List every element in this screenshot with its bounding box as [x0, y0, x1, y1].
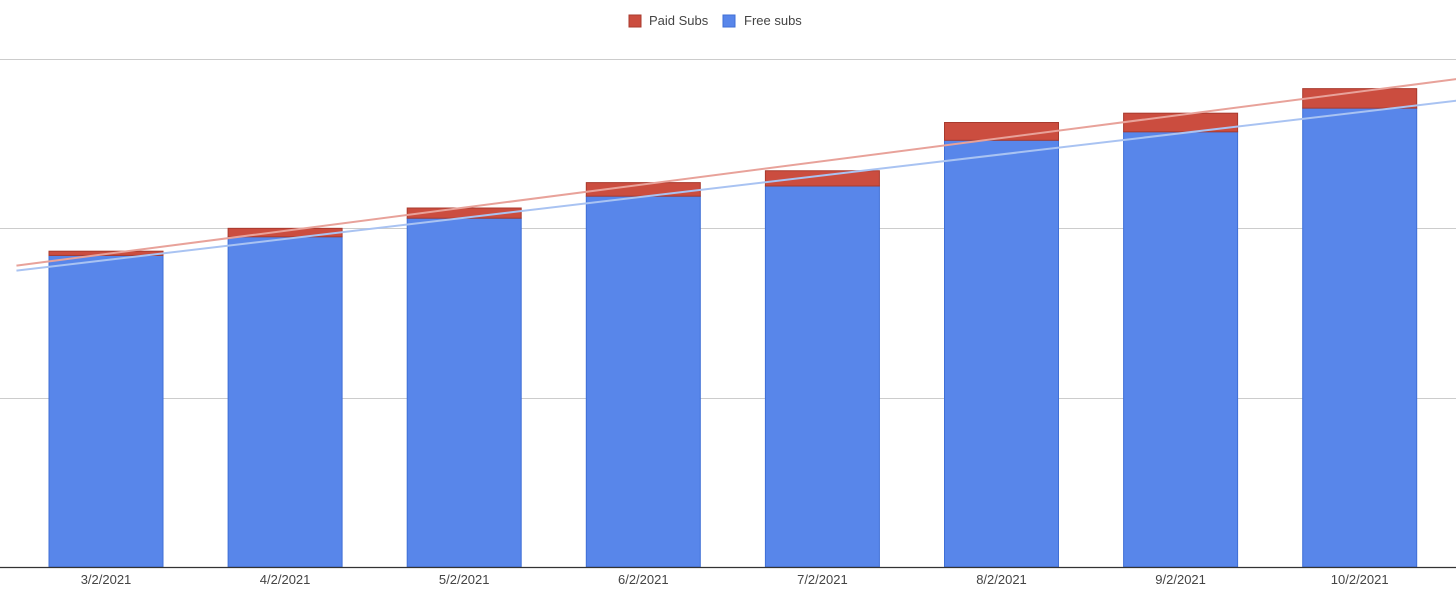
bar-free-subs: [1302, 107, 1418, 568]
legend-label-paid-subs: Paid Subs: [649, 13, 709, 28]
x-tick-label: 5/2/2021: [439, 572, 490, 587]
x-tick-label: 10/2/2021: [1331, 572, 1389, 587]
bar-free-subs: [227, 236, 343, 568]
x-tick-label: 6/2/2021: [618, 572, 669, 587]
x-tick-label: 4/2/2021: [260, 572, 311, 587]
trendline-paid-subs: [16, 78, 1456, 267]
bar-free-subs: [406, 217, 522, 568]
bar-free-subs: [585, 195, 701, 568]
legend: Paid Subs Free subs: [628, 13, 802, 28]
x-tick-label: 8/2/2021: [976, 572, 1027, 587]
legend-swatch-paid-subs: [628, 14, 642, 28]
trendlines: [16, 78, 1456, 272]
x-tick-label: 9/2/2021: [1155, 572, 1206, 587]
x-tick-label: 7/2/2021: [797, 572, 848, 587]
legend-swatch-free-subs: [722, 14, 736, 28]
legend-label-free-subs: Free subs: [744, 13, 802, 28]
bar-paid-subs: [764, 170, 880, 187]
bar-free-subs: [48, 254, 164, 568]
bar-free-subs: [764, 185, 880, 568]
bar-free-subs: [1123, 131, 1239, 568]
bar-free-subs: [944, 139, 1059, 568]
x-axis: 3/2/2021 4/2/2021 5/2/2021 6/2/2021 7/2/2021…: [0, 566, 1456, 587]
x-tick-label: 3/2/2021: [81, 572, 132, 587]
bars: [48, 88, 1418, 568]
trendline-free-subs: [16, 99, 1456, 272]
